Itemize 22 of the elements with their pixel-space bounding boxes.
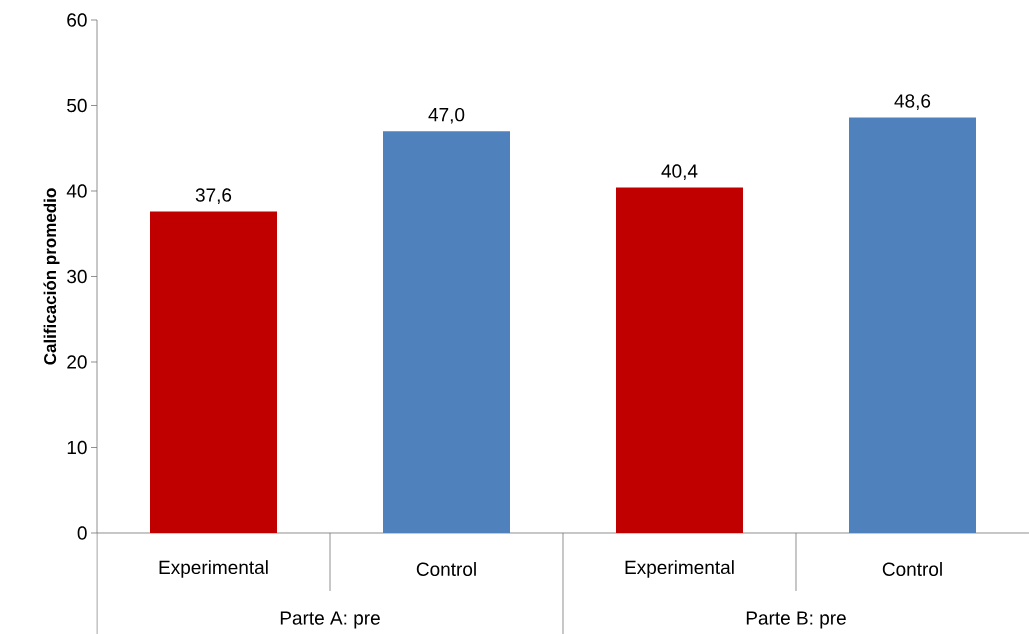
data-label: 48,6 <box>894 94 931 110</box>
bar <box>848 117 976 533</box>
x-tick-label: Control <box>882 562 942 576</box>
bar <box>383 131 510 533</box>
data-label: 37,6 <box>195 188 232 204</box>
data-label: 47,0 <box>428 107 465 124</box>
y-tick-label: 40 <box>66 184 87 198</box>
y-tick-label: 50 <box>67 98 87 113</box>
y-axis-title: Calificación promedio <box>43 188 60 365</box>
y-tick-label: 0 <box>77 526 87 540</box>
x-tick-label: Experimental <box>159 560 268 578</box>
y-tick-label: 10 <box>67 440 87 455</box>
bar <box>150 211 277 533</box>
y-tick-label: 20 <box>67 355 87 369</box>
bar <box>616 187 743 533</box>
y-tick-label: 30 <box>67 269 87 284</box>
text: Parte B: pre <box>746 611 846 629</box>
x-tick-label: Experimental <box>625 560 734 578</box>
data-label: 40,4 <box>661 164 698 181</box>
y-tick-label: 60 <box>67 13 87 27</box>
x-tick-label: Control <box>416 562 476 576</box>
text: Parte A: pre <box>280 611 380 629</box>
